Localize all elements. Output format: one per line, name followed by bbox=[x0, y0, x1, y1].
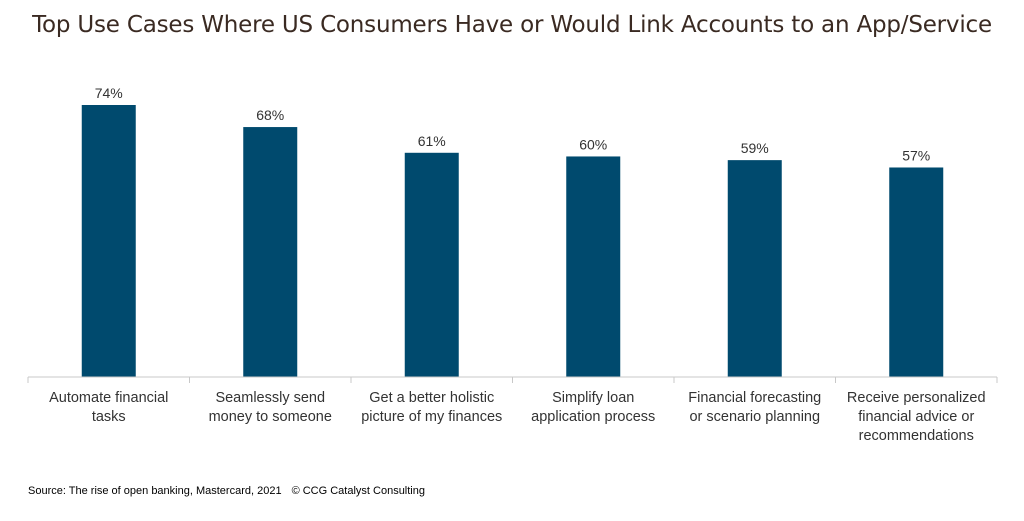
data-label: 60% bbox=[579, 136, 607, 152]
category-label: Automate financial tasks bbox=[49, 390, 168, 425]
bar bbox=[81, 105, 136, 377]
source-note: Source: The rise of open banking, Master… bbox=[28, 485, 425, 497]
data-label: 74% bbox=[95, 85, 123, 101]
category-label: Financial forecasting or scenario plannin… bbox=[688, 390, 821, 425]
data-label: 57% bbox=[902, 147, 930, 163]
category-label: Simplify loan application process bbox=[531, 390, 655, 425]
bar bbox=[566, 156, 621, 377]
bar bbox=[404, 152, 459, 377]
category-label: Get a better holistic picture of my finan… bbox=[361, 390, 502, 425]
copyright-text: © CCG Catalyst Consulting bbox=[291, 485, 425, 497]
bar bbox=[889, 167, 944, 377]
chart-title: Top Use Cases Where US Consumers Have or… bbox=[32, 12, 992, 38]
data-label: 59% bbox=[741, 140, 769, 156]
source-text: Source: The rise of open banking, Master… bbox=[28, 485, 282, 497]
bar bbox=[243, 127, 298, 378]
category-label: Seamlessly send money to someone bbox=[209, 390, 332, 425]
bar bbox=[727, 160, 782, 377]
data-label: 68% bbox=[256, 107, 284, 123]
category-label: Receive personalized financial advice or r… bbox=[847, 390, 986, 444]
data-label: 61% bbox=[418, 133, 446, 149]
